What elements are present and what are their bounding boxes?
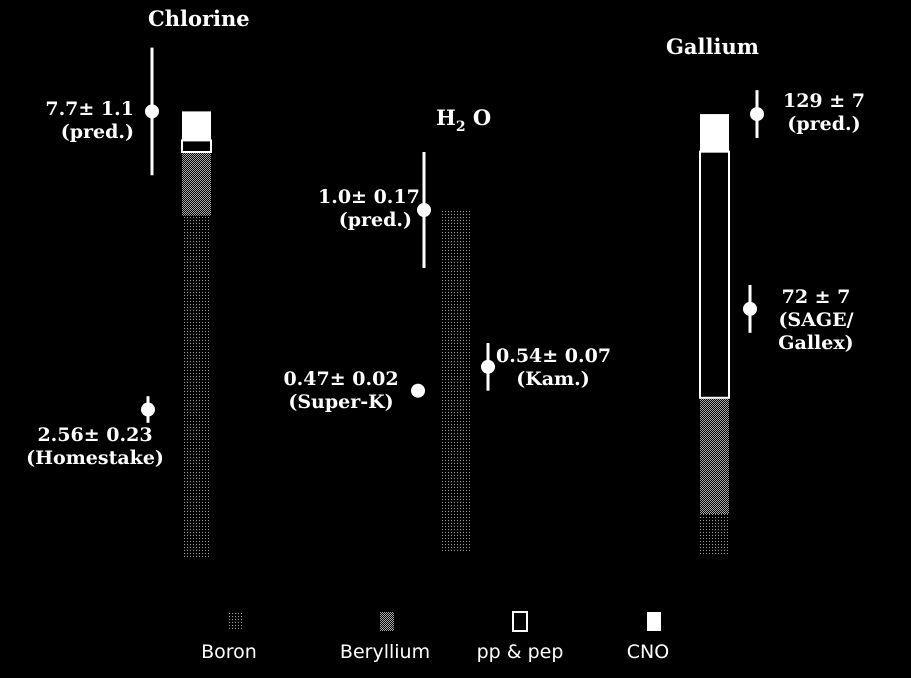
gallium-bar-cno (700, 114, 729, 152)
legend-label-beryllium: Beryllium (339, 641, 431, 663)
chlorine-title: Chlorine (148, 6, 250, 31)
superk-value: 0.47± 0.02 (283, 368, 399, 390)
gallium-pred-label: 129 ± 7 (pred.) (782, 90, 866, 136)
h2o-title-main: H (436, 105, 456, 130)
superk-note: (Super-K) (288, 391, 394, 413)
legend-swatch-boron (228, 612, 242, 631)
sage-value: 72 ± 7 (781, 286, 851, 308)
gallium-pred-value: 129 ± 7 (782, 90, 866, 112)
chlorine-pred-note: (pred.) (60, 121, 134, 143)
sage-gallex-label: 72 ± 7 (SAGE/ Gallex) (770, 286, 862, 355)
kam-label: 0.54± 0.07 (Kam.) (496, 345, 612, 391)
sage-note-2: Gallex) (778, 332, 854, 354)
chlorine-pred-value: 7.7± 1.1 (45, 98, 134, 120)
legend-swatch-pp-pep (512, 611, 528, 632)
h2o-title-sub: 2 (455, 119, 466, 135)
chlorine-bar-pp-pep (181, 139, 212, 153)
gallium-pred-note: (pred.) (787, 113, 861, 135)
h2o-bar-boron (441, 210, 472, 551)
gallium-meas-1-point (743, 301, 757, 316)
h2o-title-tail: O (472, 105, 492, 130)
h2o-pred-point (417, 203, 431, 217)
h2o-meas-2-point (481, 359, 495, 374)
homestake-note: (Homestake) (26, 447, 164, 469)
chlorine-bar-boron (182, 215, 211, 559)
h2o-pred-value: 1.0± 0.17 (318, 186, 420, 208)
gallium-bar-boron (700, 513, 729, 555)
chlorine-pred-point (145, 104, 159, 119)
gallium-bar-pp-pep (699, 150, 730, 399)
h2o-pred-note: (pred.) (338, 209, 412, 231)
gallium-title: Gallium (666, 34, 759, 59)
chlorine-homestake-label: 2.56± 0.23 (Homestake) (22, 424, 168, 470)
legend-swatch-cno (647, 612, 661, 631)
legend-label-boron: Boron (201, 641, 257, 663)
homestake-value: 2.56± 0.23 (37, 424, 153, 446)
legend-label-pp-pep: pp & pep (476, 641, 564, 663)
legend-label-cno: CNO (626, 641, 670, 663)
gallium-bar-beryllium (700, 397, 729, 514)
gallium-pred-point (750, 107, 764, 122)
kam-note: (Kam.) (516, 368, 590, 390)
legend-swatch-beryllium (380, 612, 394, 631)
chlorine-bar-beryllium (182, 152, 211, 216)
chlorine-meas-1-point (141, 402, 155, 417)
kam-value: 0.54± 0.07 (496, 345, 612, 367)
h2o-pred-label: 1.0± 0.17 (pred.) (318, 186, 420, 232)
chlorine-bar-cno (182, 111, 211, 141)
h2o-meas-1-point (411, 383, 425, 398)
sage-note-1: (SAGE/ (778, 309, 854, 331)
h2o-title: H2 O (436, 106, 491, 139)
chlorine-pred-label: 7.7± 1.1 (pred.) (40, 98, 134, 144)
superk-label: 0.47± 0.02 (Super-K) (280, 368, 402, 414)
